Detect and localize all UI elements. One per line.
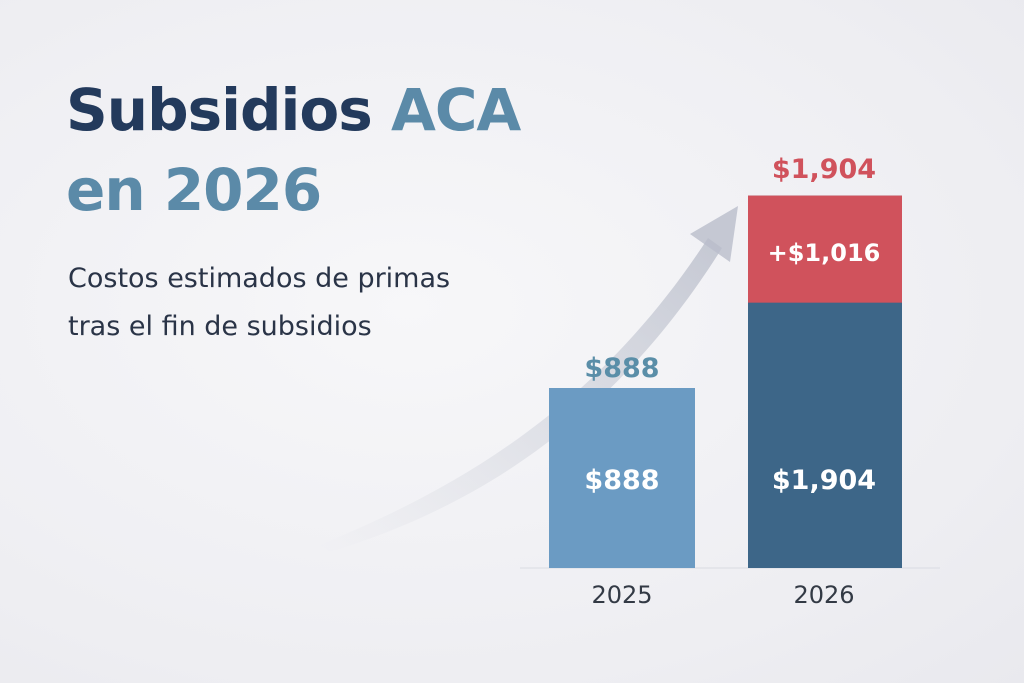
chart-title: Subsidios ACA en 2026 <box>66 70 521 230</box>
title-word-subsidios: Subsidios <box>66 76 373 144</box>
bar-2026-increase <box>748 195 902 303</box>
bar-label-2026-base: $1,904 <box>772 465 876 496</box>
bar-label-2025: $888 <box>584 465 659 496</box>
arrow-head <box>690 206 738 262</box>
bar-label-2026-increase: +$1,016 <box>768 239 881 267</box>
title-year: en 2026 <box>66 156 322 224</box>
x-tick-2026: 2026 <box>793 581 854 609</box>
title-word-aca: ACA <box>390 76 521 144</box>
bars-group <box>549 195 902 568</box>
bar-2025 <box>549 388 695 568</box>
total-label-2026: $1,904 <box>772 154 876 185</box>
subtitle-line-1: Costos estimados de primas <box>68 263 451 294</box>
upward-arrow-icon <box>320 206 738 552</box>
x-tick-2025: 2025 <box>591 581 652 609</box>
total-label-2025: $888 <box>584 353 659 384</box>
subtitle-line-2: tras el fin de subsidios <box>68 311 372 342</box>
chart-subtitle: Costos estimados de primas tras el fin d… <box>68 255 588 351</box>
